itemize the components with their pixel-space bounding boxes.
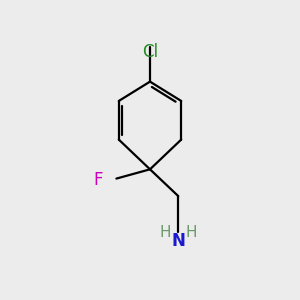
- Text: F: F: [93, 171, 102, 189]
- Text: H: H: [186, 225, 197, 240]
- Text: H: H: [159, 225, 171, 240]
- Text: N: N: [171, 232, 185, 250]
- Text: Cl: Cl: [142, 43, 158, 61]
